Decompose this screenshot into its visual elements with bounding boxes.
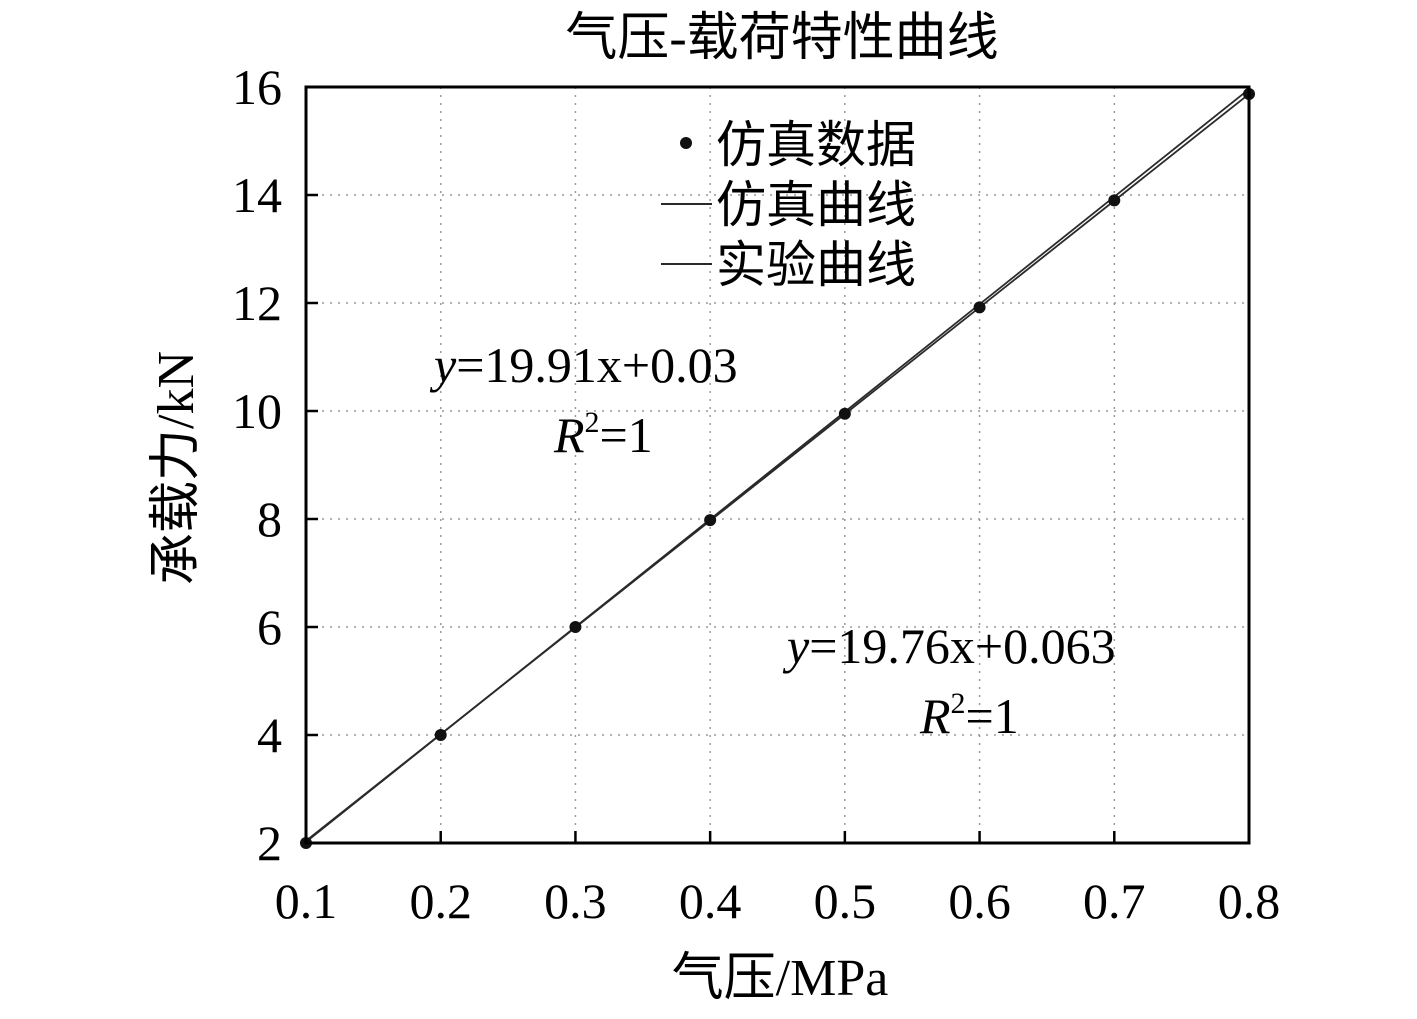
data-point: [973, 301, 986, 314]
legend-marker-simulation-data: [680, 137, 692, 149]
data-point: [1108, 194, 1121, 207]
y-tick-label: 4: [257, 707, 282, 763]
x-tick-label: 0.2: [409, 873, 472, 929]
x-tick-label: 0.7: [1083, 873, 1146, 929]
y-tick-label: 10: [232, 383, 282, 439]
y-tick-label: 14: [232, 167, 282, 223]
x-tick-label: 0.4: [679, 873, 742, 929]
y-tick-label: 16: [232, 59, 282, 115]
legend: 仿真数据 仿真曲线 实验曲线: [661, 117, 916, 293]
y-tick-label: 8: [257, 491, 282, 547]
data-point: [704, 514, 717, 527]
r-squared-experiment: R2=1: [919, 687, 1019, 744]
data-point: [434, 729, 447, 741]
x-tick-label: 0.1: [275, 873, 338, 929]
x-tick-label: 0.8: [1218, 873, 1281, 929]
x-axis-label: 气压/MPa: [672, 950, 889, 1007]
legend-label-experiment-curve: 实验曲线: [716, 237, 916, 293]
legend-label-simulation-data: 仿真数据: [716, 117, 916, 173]
axis-ticks: [304, 85, 1251, 845]
data-points: [300, 88, 1255, 849]
legend-label-simulation-curve: 仿真曲线: [716, 177, 916, 233]
equation-experiment: y=19.76x+0.063: [782, 618, 1116, 674]
grid: [306, 87, 1249, 843]
series-lines: [305, 88, 1250, 843]
x-tick-label: 0.5: [814, 873, 877, 929]
x-tick-labels: 0.1 0.2 0.3 0.4 0.5 0.6 0.7 0.8: [275, 873, 1281, 929]
series-line-experiment: [305, 93, 1250, 842]
data-point: [569, 621, 582, 633]
r-squared-simulation: R2=1: [553, 406, 653, 463]
x-tick-label: 0.3: [544, 873, 607, 929]
plot-frame: [304, 85, 1251, 845]
y-tick-label: 12: [232, 275, 282, 331]
data-point: [838, 407, 851, 420]
chart-title: 气压-载荷特性曲线: [565, 10, 998, 67]
y-tick-label: 2: [257, 815, 282, 871]
x-tick-label: 0.6: [948, 873, 1011, 929]
annotations: y=19.91x+0.03 R2=1 y=19.76x+0.063 R2=1: [429, 337, 1116, 744]
y-tick-labels: 2 4 6 8 10 12 14 16: [232, 59, 282, 871]
y-axis-label: 承载力/kN: [148, 351, 205, 585]
y-tick-label: 6: [257, 599, 282, 655]
equation-simulation: y=19.91x+0.03: [429, 337, 738, 393]
